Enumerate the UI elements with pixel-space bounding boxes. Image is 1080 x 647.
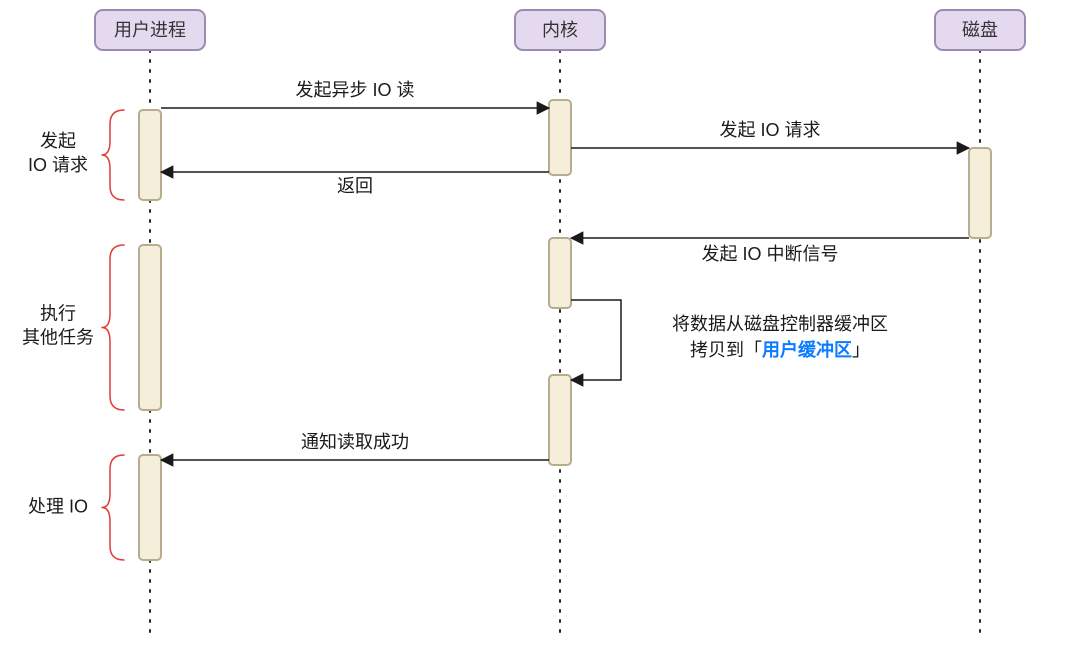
- phase-brace-1: [102, 245, 124, 410]
- self-message-label-2: 拷贝到「用户缓冲区」: [690, 339, 870, 360]
- message-label-2: 返回: [337, 176, 373, 196]
- message-label-4: 通知读取成功: [301, 432, 409, 452]
- phase-label-0-1: 发起: [40, 131, 76, 151]
- phase-brace-0: [102, 110, 124, 200]
- activation-disk-6: [969, 148, 991, 238]
- activation-kernel-5: [549, 375, 571, 465]
- actor-label-user: 用户进程: [114, 20, 186, 40]
- self-message-arrow: [571, 300, 621, 380]
- activation-user-2: [139, 455, 161, 560]
- phase-label-0-2: IO 请求: [28, 155, 88, 175]
- phase-brace-2: [102, 455, 124, 560]
- message-label-1: 发起 IO 请求: [719, 120, 820, 140]
- activation-user-1: [139, 245, 161, 410]
- actor-label-kernel: 内核: [542, 20, 578, 40]
- phase-label-1-1: 执行: [40, 304, 76, 324]
- activation-kernel-4: [549, 238, 571, 308]
- activation-kernel-3: [549, 100, 571, 175]
- activation-user-0: [139, 110, 161, 200]
- message-label-0: 发起异步 IO 读: [295, 80, 414, 100]
- self-message-label-1: 将数据从磁盘控制器缓冲区: [672, 314, 888, 334]
- phase-label-1-2: 其他任务: [22, 328, 94, 348]
- actor-label-disk: 磁盘: [962, 20, 998, 40]
- message-label-3: 发起 IO 中断信号: [701, 244, 838, 264]
- phase-label-2: 处理 IO: [28, 497, 88, 517]
